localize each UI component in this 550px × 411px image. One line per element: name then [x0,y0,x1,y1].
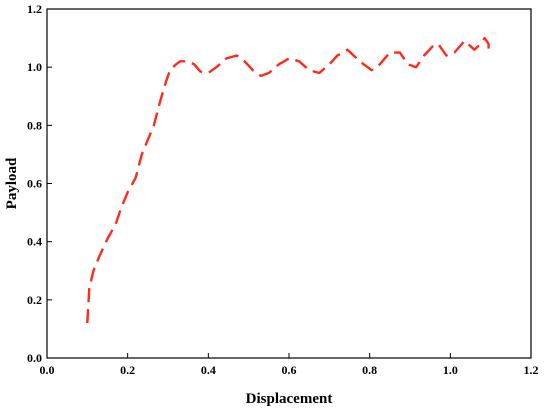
y-tick-label: 0.4 [27,235,42,249]
x-tick-label: 0.0 [40,363,55,377]
y-tick-label: 0.0 [27,351,42,365]
x-axis-ticks: 0.0 0.2 0.4 0.6 0.8 1.0 1.2 [40,353,539,377]
x-tick-label: 0.4 [201,363,216,377]
y-tick-label: 1.2 [27,2,42,16]
y-tick-label: 0.2 [27,293,42,307]
y-axis-title: Payload [4,157,20,209]
x-tick-label: 0.2 [120,363,135,377]
y-tick-label: 0.6 [27,177,42,191]
y-axis-ticks: 0.0 0.2 0.4 0.6 0.8 1.0 1.2 [27,2,52,365]
x-tick-label: 0.8 [362,363,377,377]
x-tick-label: 1.0 [443,363,458,377]
y-tick-label: 0.8 [27,118,42,132]
x-axis-title: Displacement [246,391,333,407]
series-layer [86,36,490,324]
plot-frame [46,8,532,359]
x-tick-label: 1.2 [524,363,539,377]
y-tick-label: 1.0 [27,60,42,74]
x-tick-label: 0.6 [282,363,297,377]
series-line [86,36,490,324]
